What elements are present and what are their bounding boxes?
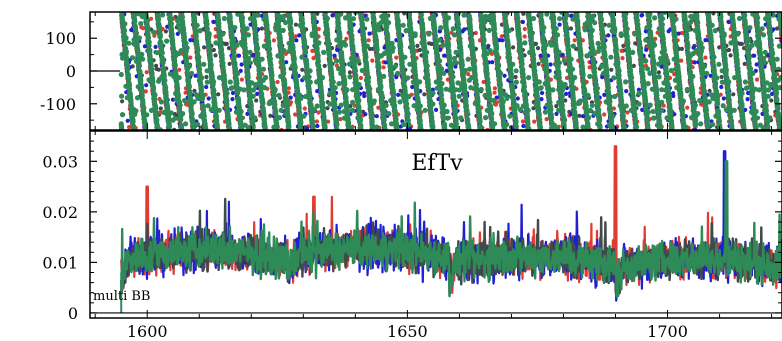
phase-point <box>300 67 305 72</box>
phase-point <box>216 92 221 97</box>
phase-point <box>679 46 685 52</box>
phase-point <box>322 63 327 68</box>
phase-point <box>254 98 259 103</box>
phase-point <box>554 104 559 109</box>
phase-point <box>620 56 625 61</box>
phase-point <box>158 106 163 111</box>
phase-point <box>370 58 375 63</box>
phase-point <box>202 45 207 50</box>
phase-point <box>731 92 736 97</box>
phase-point <box>726 47 732 53</box>
phase-point <box>347 70 352 75</box>
phase-point <box>302 106 307 111</box>
phase-point <box>522 26 527 32</box>
phase-point <box>275 79 280 85</box>
phase-point <box>769 98 774 103</box>
phase-point <box>510 45 516 50</box>
phase-point <box>226 46 232 51</box>
phase-point <box>156 67 161 72</box>
phase-point <box>227 61 232 66</box>
phase-point <box>120 99 125 104</box>
phase-point <box>739 41 745 47</box>
phase-point <box>609 67 614 72</box>
phase-point <box>366 38 371 43</box>
phase-point <box>531 106 536 111</box>
phase-point <box>521 12 526 16</box>
phase-point <box>192 88 197 93</box>
phase-point <box>268 113 273 118</box>
phase-point <box>619 48 624 54</box>
phase-point <box>325 106 330 111</box>
phase-point <box>417 47 422 53</box>
phase-point <box>536 61 541 66</box>
phase-point <box>394 55 399 60</box>
phase-point <box>492 86 497 91</box>
phase-point <box>398 88 403 93</box>
phase-point <box>535 46 541 51</box>
phase-point <box>602 112 607 117</box>
phase-point <box>381 65 386 70</box>
phase-point <box>358 75 363 81</box>
phase-point <box>204 74 209 80</box>
phase-point <box>293 22 298 27</box>
phase-point <box>728 53 733 58</box>
phase-point <box>532 119 537 124</box>
phase-point <box>154 63 159 68</box>
phase-point <box>315 12 320 16</box>
phase-point <box>533 41 539 47</box>
phase-point <box>211 47 216 53</box>
phase-point <box>144 70 149 75</box>
phase-point <box>314 119 319 124</box>
phase-point <box>707 88 712 93</box>
phase-point <box>402 12 407 16</box>
phase-point <box>271 38 276 43</box>
phase-point <box>415 43 420 49</box>
phase-point <box>492 90 497 95</box>
phase-point <box>213 53 218 58</box>
phase-point <box>163 29 168 34</box>
phase-data <box>118 12 782 130</box>
phase-point <box>568 26 574 31</box>
phase-point <box>224 41 229 47</box>
phase-point <box>656 70 662 75</box>
phase-point <box>719 74 724 80</box>
phase-point <box>513 74 518 80</box>
phase-point <box>149 16 154 21</box>
phase-point <box>259 26 265 31</box>
phase-point <box>239 77 244 82</box>
phase-point <box>499 34 504 39</box>
phase-point <box>522 34 527 39</box>
phase-point <box>422 92 427 97</box>
phase-point <box>140 26 145 31</box>
phase-point <box>572 38 577 43</box>
